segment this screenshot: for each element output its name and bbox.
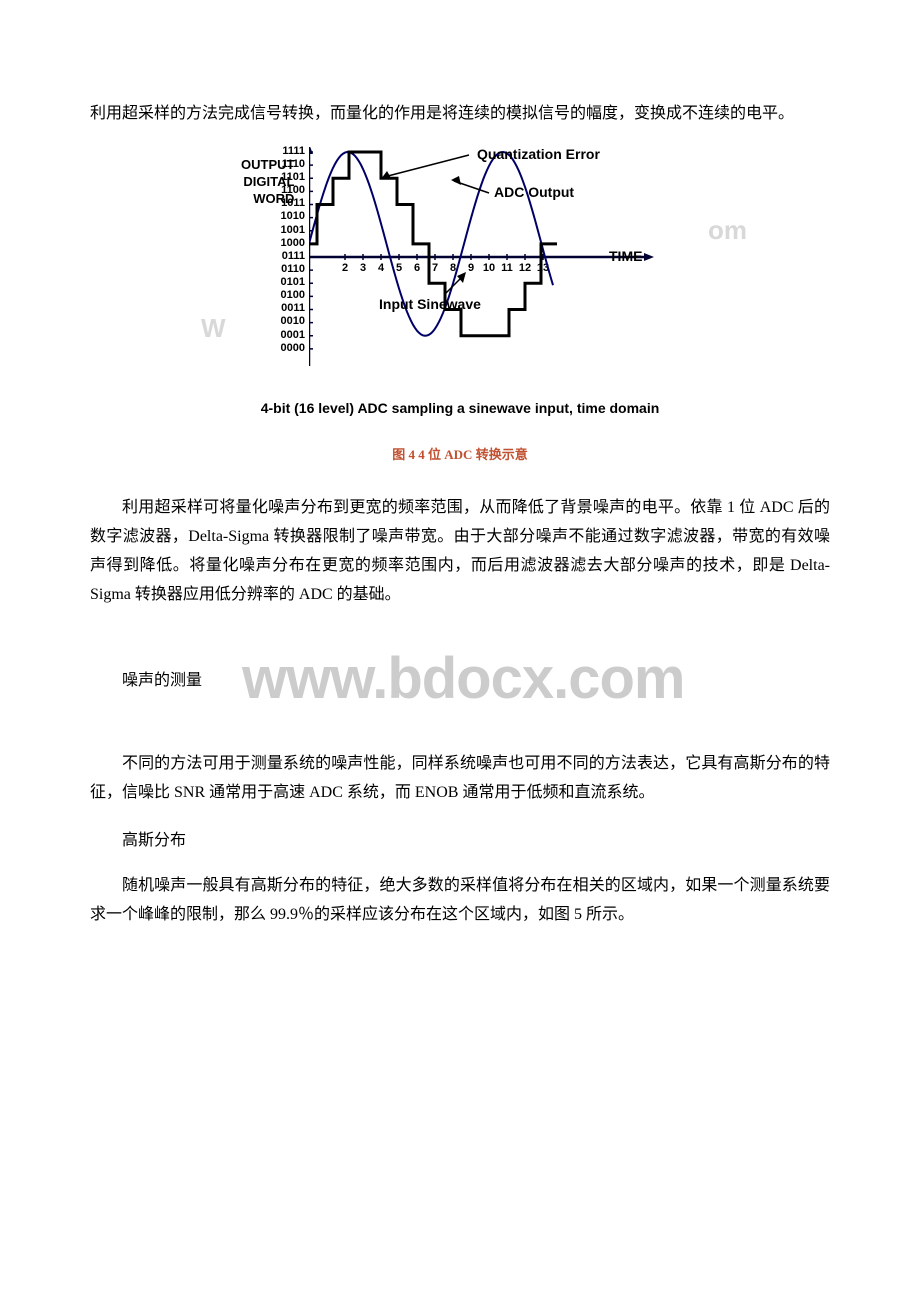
chart-container: OUTPUT DIGITAL WORD 2345678910111213Quan… bbox=[231, 147, 689, 388]
paragraph-3: 不同的方法可用于测量系统的噪声性能，同样系统噪声也可用不同的方法表达，它具有高斯… bbox=[90, 750, 830, 808]
watermark-fragment-left: W bbox=[201, 305, 226, 352]
heading-gaussian: 高斯分布 bbox=[90, 827, 830, 856]
svg-text:3: 3 bbox=[360, 262, 366, 274]
svg-text:TIME: TIME bbox=[609, 248, 642, 264]
svg-text:6: 6 bbox=[414, 262, 420, 274]
heading-text: 噪声的测量 bbox=[90, 667, 202, 696]
svg-text:7: 7 bbox=[432, 262, 438, 274]
svg-text:2: 2 bbox=[342, 262, 348, 274]
y-tick-label: 0000 bbox=[281, 339, 305, 359]
figure-caption: 4-bit (16 level) ADC sampling a sinewave… bbox=[90, 396, 830, 421]
svg-text:4: 4 bbox=[378, 262, 385, 274]
svg-text:Input Sinewave: Input Sinewave bbox=[379, 296, 481, 312]
svg-text:ADC Output: ADC Output bbox=[494, 184, 574, 200]
paragraph-4: 随机噪声一般具有高斯分布的特征，绝大多数的采样值将分布在相关的区域内，如果一个测… bbox=[90, 872, 830, 930]
figure-4: OUTPUT DIGITAL WORD 2345678910111213Quan… bbox=[90, 147, 830, 466]
chart-svg: 2345678910111213Quantization ErrorADC Ou… bbox=[309, 147, 689, 377]
watermark-url: www.bdocx.com bbox=[210, 627, 684, 731]
heading-noise-measurement: 噪声的测量 www.bdocx.com bbox=[90, 629, 830, 733]
svg-text:5: 5 bbox=[396, 262, 402, 274]
svg-text:10: 10 bbox=[483, 262, 495, 274]
watermark-fragment-right: om bbox=[708, 207, 747, 254]
svg-text:12: 12 bbox=[519, 262, 531, 274]
svg-text:9: 9 bbox=[468, 262, 474, 274]
svg-text:8: 8 bbox=[450, 262, 456, 274]
intro-paragraph: 利用超采样的方法完成信号转换，而量化的作用是将连续的模拟信号的幅度，变换成不连续… bbox=[90, 100, 830, 129]
figure-caption-chinese: 图 4 4 位 ADC 转换示意 bbox=[90, 443, 830, 466]
paragraph-2: 利用超采样可将量化噪声分布到更宽的频率范围，从而降低了背景噪声的电平。依靠 1 … bbox=[90, 494, 830, 609]
chart-plot-area: 2345678910111213Quantization ErrorADC Ou… bbox=[309, 147, 689, 377]
svg-text:11: 11 bbox=[501, 262, 513, 274]
svg-text:Quantization Error: Quantization Error bbox=[477, 147, 600, 162]
